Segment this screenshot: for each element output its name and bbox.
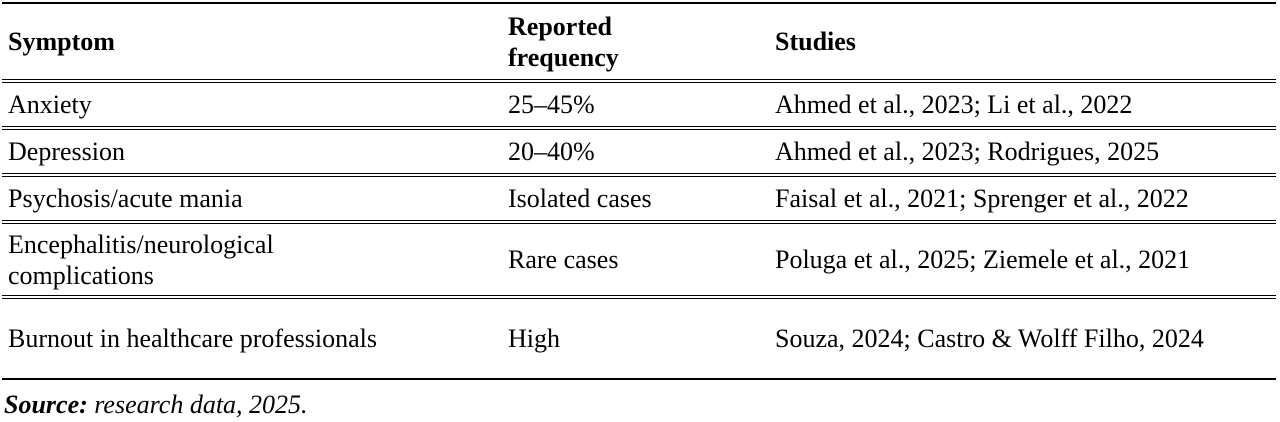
header-cell: Studies <box>775 27 856 56</box>
table-cell: Encephalitis/neurological complications <box>2 222 502 297</box>
header-text: Reported frequency <box>508 11 619 72</box>
table-body: Anxiety 25–45% Ahmed et al., 2023; Li et a… <box>2 81 1276 379</box>
source-note: Source: research data, 2025. <box>4 390 308 420</box>
header-row: Symptom Reported frequency Studies <box>2 3 1276 81</box>
table-cell: Faisal et al., 2021; Sprenger et al., 20… <box>775 184 1189 213</box>
table-row: Anxiety 25–45% Ahmed et al., 2023; Li et a… <box>2 81 1276 128</box>
cell-text: Encephalitis/neurological complications <box>8 229 274 290</box>
table-row: Psychosis/acute mania Isolated cases Faisa… <box>2 175 1276 222</box>
table-row: Depression 20–40% Ahmed et al., 2023; Rodr… <box>2 128 1276 175</box>
table-cell: Poluga et al., 2025; Ziemele et al., 202… <box>775 245 1191 274</box>
table-cell: Psychosis/acute mania <box>8 184 243 213</box>
table-cell: Isolated cases <box>508 184 652 213</box>
table-cell: Ahmed et al., 2023; Li et al., 2022 <box>775 90 1133 119</box>
header-cell: Reported frequency <box>502 3 769 81</box>
table-header: Symptom Reported frequency Studies <box>2 3 1276 81</box>
table-row: Burnout in healthcare professionals High S… <box>2 297 1276 379</box>
table-cell: 20–40% <box>508 137 595 166</box>
table-cell: Souza, 2024; Castro & Wolff Filho, 2024 <box>775 324 1204 353</box>
table-cell: Rare cases <box>508 245 619 274</box>
table-cell: 25–45% <box>508 90 595 119</box>
header-cell: Symptom <box>8 27 115 56</box>
table-cell: Depression <box>8 137 125 166</box>
table: Symptom Reported frequency Studies Anxie… <box>2 2 1276 380</box>
table-row: Encephalitis/neurological complications R… <box>2 222 1276 297</box>
table-cell: Ahmed et al., 2023; Rodrigues, 2025 <box>775 137 1160 166</box>
source-label: Source: <box>4 390 88 419</box>
table-cell: Burnout in healthcare professionals <box>8 324 377 353</box>
table-cell: Anxiety <box>8 90 92 119</box>
source-text: research data, 2025. <box>94 390 308 419</box>
table-cell: High <box>508 324 560 353</box>
